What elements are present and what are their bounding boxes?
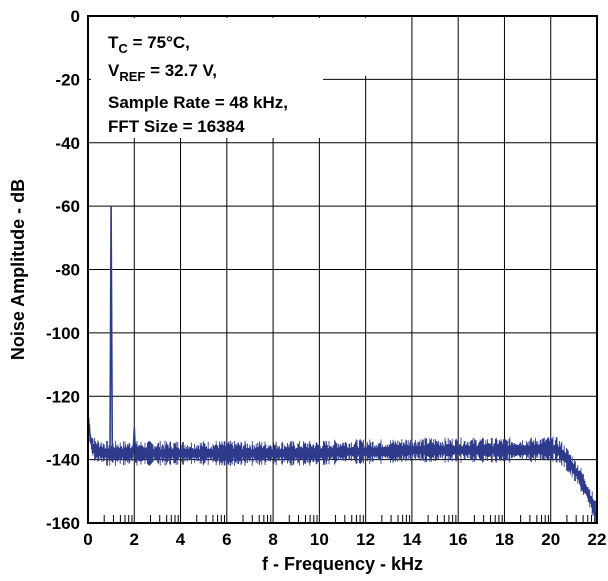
x-tick-labels: 0 2 4 6 8 10 12 14 16 18 20 22	[83, 530, 606, 549]
y-tick-label: -40	[55, 134, 80, 153]
y-tick-label: -80	[55, 261, 80, 280]
y-tick-labels: 0 -20 -40 -60 -80 -100 -120 -140 -160	[46, 7, 80, 533]
x-axis-title: f - Frequency - kHz	[262, 554, 423, 574]
x-tick-label: 20	[541, 530, 560, 549]
noise-texture	[88, 418, 596, 524]
noise-texture-path	[88, 418, 596, 524]
x-tick-label: 12	[356, 530, 375, 549]
plot-frame	[87, 15, 598, 524]
x-tick-label: 8	[268, 530, 277, 549]
x-tick-label: 16	[449, 530, 468, 549]
y-tick-label: -120	[46, 387, 80, 406]
y-tick-label: -60	[55, 197, 80, 216]
y-tick-label: -20	[55, 70, 80, 89]
annotation-line-1: TC = 75°C,	[108, 33, 190, 56]
y-tick-label: 0	[71, 7, 80, 26]
annotation-line-4: FFT Size = 16384	[108, 117, 245, 136]
y-tick-label: -140	[46, 451, 80, 470]
series-line	[87, 205, 598, 517]
x-tick-label: 22	[588, 530, 607, 549]
y-tick-label: -100	[46, 324, 80, 343]
y-tick-label: -160	[46, 514, 80, 533]
annotation: TC = 75°C, VREF = 32.7 V, Sample Rate = …	[108, 33, 288, 136]
annotation-box	[91, 18, 369, 76]
x-tick-label: 18	[495, 530, 514, 549]
x-tick-label: 14	[402, 530, 421, 549]
x-tick-label: 4	[176, 530, 186, 549]
y-axis-title: Noise Amplitude - dB	[8, 179, 28, 360]
annotation-line-3: Sample Rate = 48 kHz,	[108, 93, 288, 112]
x-tick-label: 2	[130, 530, 139, 549]
annotation-line-2: VREF = 32.7 V,	[108, 61, 217, 84]
x-tick-label: 10	[310, 530, 329, 549]
x-tick-label: 0	[83, 530, 92, 549]
x-tick-label: 6	[222, 530, 231, 549]
annotation-box-lower	[91, 76, 323, 138]
